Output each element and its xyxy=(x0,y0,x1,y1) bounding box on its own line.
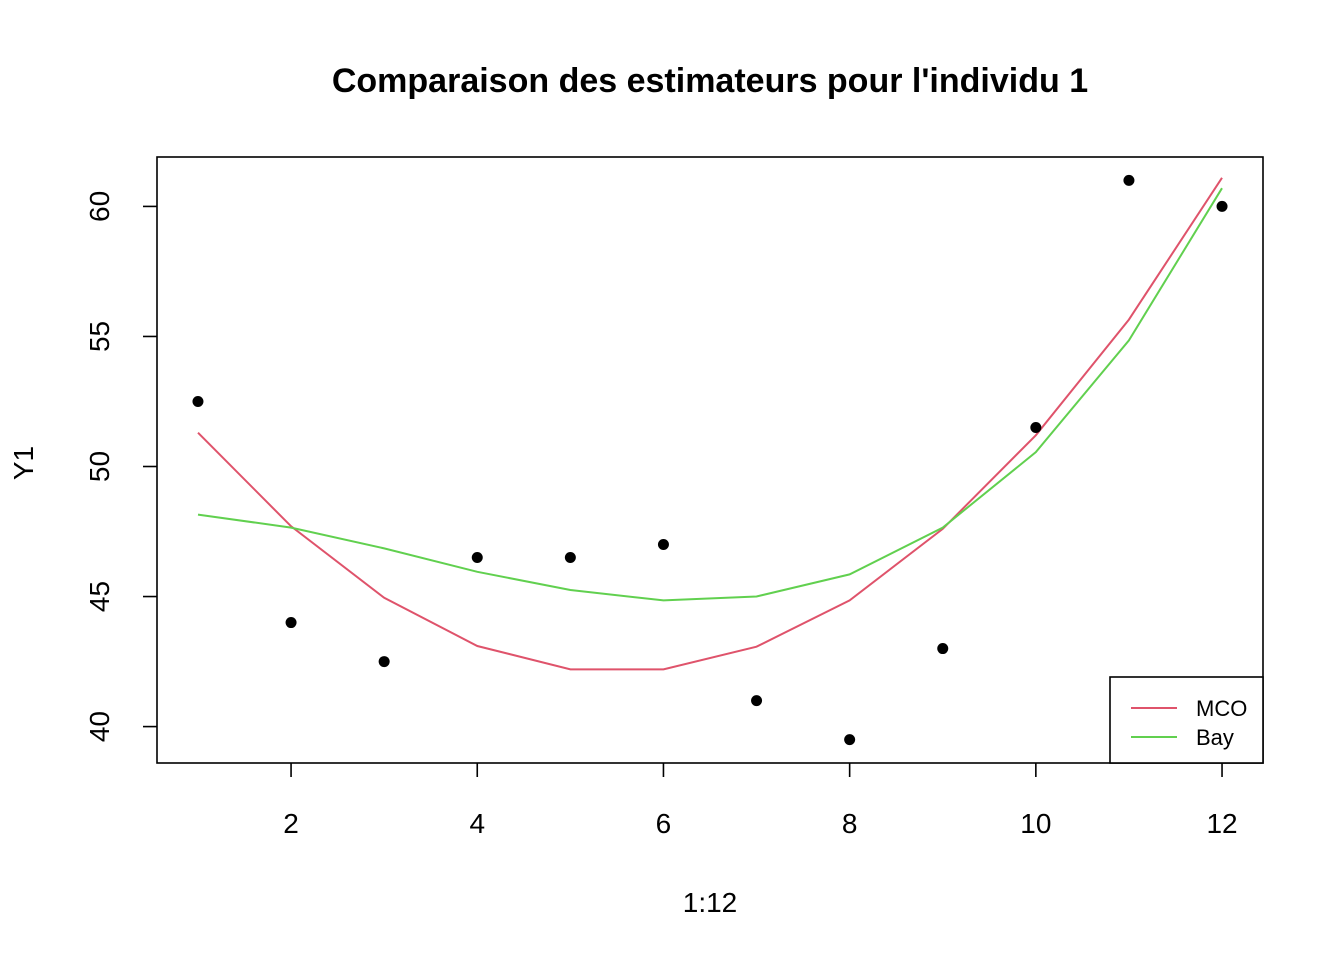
y-axis: 40 45 50 55 60 xyxy=(84,191,157,742)
x-tick-label: 2 xyxy=(283,808,299,839)
y-tick-label: 60 xyxy=(84,191,115,222)
x-tick-label: 6 xyxy=(656,808,672,839)
x-tick-label: 4 xyxy=(469,808,485,839)
x-tick-label: 10 xyxy=(1020,808,1051,839)
data-point xyxy=(564,552,576,564)
data-point xyxy=(192,395,204,407)
y-tick-label: 50 xyxy=(84,451,115,482)
x-axis: 2 4 6 8 10 12 xyxy=(283,763,1238,839)
data-point xyxy=(1123,174,1135,186)
data-point xyxy=(751,695,763,707)
x-axis-label: 1:12 xyxy=(683,887,738,918)
y-tick-label: 55 xyxy=(84,321,115,352)
data-point xyxy=(378,656,390,668)
y-axis-label: Y1 xyxy=(8,446,39,480)
legend-box xyxy=(1109,676,1264,764)
x-tick-label: 8 xyxy=(842,808,858,839)
series-line-bay xyxy=(197,187,1223,602)
data-point xyxy=(937,643,949,655)
legend: MCO Bay xyxy=(1109,676,1264,764)
y-tick-label: 45 xyxy=(84,581,115,612)
series-layer xyxy=(197,177,1223,671)
series-line-mco xyxy=(197,177,1223,671)
data-point xyxy=(657,539,669,551)
data-point xyxy=(471,552,483,564)
chart-title: Comparaison des estimateurs pour l'indiv… xyxy=(332,62,1088,100)
y-tick-label: 40 xyxy=(84,711,115,742)
data-point xyxy=(1030,421,1042,433)
data-point xyxy=(844,734,856,746)
data-point xyxy=(285,617,297,629)
data-point xyxy=(1216,200,1228,212)
plot-frame xyxy=(156,156,1264,764)
legend-label-mco: MCO xyxy=(1196,696,1247,721)
x-tick-label: 12 xyxy=(1206,808,1237,839)
points-layer xyxy=(192,174,1228,746)
legend-label-bay: Bay xyxy=(1196,725,1234,750)
